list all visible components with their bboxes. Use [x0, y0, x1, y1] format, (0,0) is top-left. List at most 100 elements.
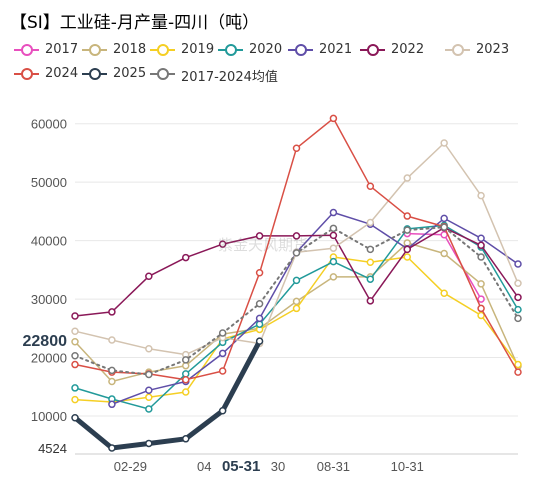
y-tick-label: 40000 — [31, 234, 67, 249]
data-point — [145, 345, 153, 353]
data-point — [440, 139, 448, 147]
data-point — [218, 349, 227, 358]
y-tick-label: 60000 — [31, 117, 67, 132]
legend-label: 2023 — [476, 42, 510, 57]
y-tick-label: 20000 — [31, 351, 67, 366]
data-point — [108, 377, 116, 386]
data-point — [108, 444, 116, 452]
series-2018 — [71, 239, 522, 386]
data-point — [477, 280, 485, 288]
data-point — [108, 366, 116, 375]
series-2019 — [71, 253, 522, 406]
data-point — [440, 249, 448, 258]
data-point — [403, 212, 411, 220]
legend-marker — [21, 44, 33, 56]
data-point — [514, 314, 522, 323]
legend-marker — [367, 44, 379, 56]
data-point — [366, 258, 375, 266]
watermark: 紫金天风期货 — [218, 236, 309, 254]
data-point — [477, 241, 485, 250]
data-point — [182, 253, 190, 262]
data-point — [255, 299, 264, 308]
series-line — [111, 211, 519, 406]
data-point — [514, 260, 522, 268]
data-point — [145, 370, 153, 379]
data-point — [71, 413, 79, 422]
x-tick-label: 08-31 — [317, 459, 350, 474]
data-point — [71, 360, 79, 369]
data-point — [477, 253, 485, 261]
data-point — [71, 395, 79, 404]
legend-label: 2018 — [113, 42, 147, 57]
data-point — [514, 293, 522, 302]
legend-label: 2022 — [391, 42, 425, 57]
data-point — [108, 308, 116, 316]
data-point — [255, 232, 264, 240]
data-point — [182, 375, 190, 384]
data-point — [366, 275, 375, 283]
data-point — [366, 297, 375, 305]
data-point — [366, 218, 375, 227]
data-point — [292, 297, 301, 306]
data-point — [255, 314, 264, 323]
data-point — [329, 231, 338, 240]
data-point — [403, 226, 411, 234]
y-highlight-label: 22800 — [23, 333, 68, 350]
data-point — [440, 214, 448, 223]
data-point — [440, 223, 448, 231]
data-point — [440, 289, 448, 297]
chart-legend: 2017 2018 2019 2020 2021 2022 2023 2024 2025 2017… — [0, 40, 550, 100]
data-point — [514, 368, 522, 376]
legend-marker — [21, 68, 33, 80]
x-tick-label: 30 — [271, 459, 285, 474]
chart-title: 【SI】工业硅-月产量-四川（吨） — [10, 13, 260, 33]
legend-label: 2017-2024均值 — [181, 70, 278, 85]
data-point — [182, 435, 190, 443]
data-point — [292, 249, 301, 257]
data-point — [108, 336, 116, 344]
legend-marker — [225, 44, 237, 56]
legend-label: 2017 — [45, 42, 79, 57]
legend-marker — [157, 44, 169, 56]
data-point — [108, 400, 116, 409]
data-point — [366, 182, 375, 190]
series-line — [74, 242, 519, 383]
legend-label: 2019 — [181, 42, 215, 57]
data-point — [514, 360, 522, 369]
data-point — [477, 295, 485, 303]
x-tick-label: 10-31 — [391, 459, 424, 474]
x-tick-label: 02-29 — [114, 459, 147, 474]
data-point — [329, 257, 338, 266]
data-point — [255, 337, 264, 345]
y-tick-label: 10000 — [31, 409, 67, 424]
legend-marker — [295, 44, 307, 56]
data-point — [477, 191, 485, 200]
x-tick-label: 05-31 — [222, 458, 260, 475]
data-point — [71, 312, 79, 320]
data-point — [71, 352, 79, 360]
data-point — [145, 393, 153, 402]
data-point — [329, 224, 338, 233]
data-point — [182, 356, 190, 364]
data-point — [292, 144, 301, 152]
series-2025 — [71, 337, 264, 452]
data-point — [71, 337, 79, 346]
data-point — [329, 273, 338, 281]
legend-marker — [89, 68, 101, 80]
data-point — [145, 272, 153, 281]
data-point — [71, 327, 79, 335]
data-point — [255, 269, 264, 277]
data-point — [329, 244, 338, 252]
legend-label: 2025 — [113, 66, 147, 81]
data-point — [218, 329, 227, 337]
series-2017-2024均值 — [71, 223, 522, 379]
data-point — [292, 276, 301, 285]
data-point — [329, 114, 338, 123]
data-point — [218, 240, 227, 248]
data-point — [71, 384, 79, 392]
legend-label: 2024 — [45, 66, 79, 81]
legend-marker — [157, 68, 169, 80]
data-point — [403, 245, 411, 254]
data-point — [218, 406, 227, 415]
